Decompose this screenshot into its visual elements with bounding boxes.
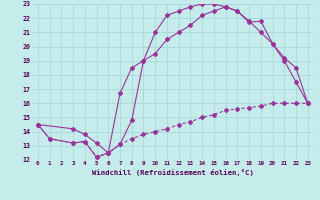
X-axis label: Windchill (Refroidissement éolien,°C): Windchill (Refroidissement éolien,°C): [92, 169, 254, 176]
